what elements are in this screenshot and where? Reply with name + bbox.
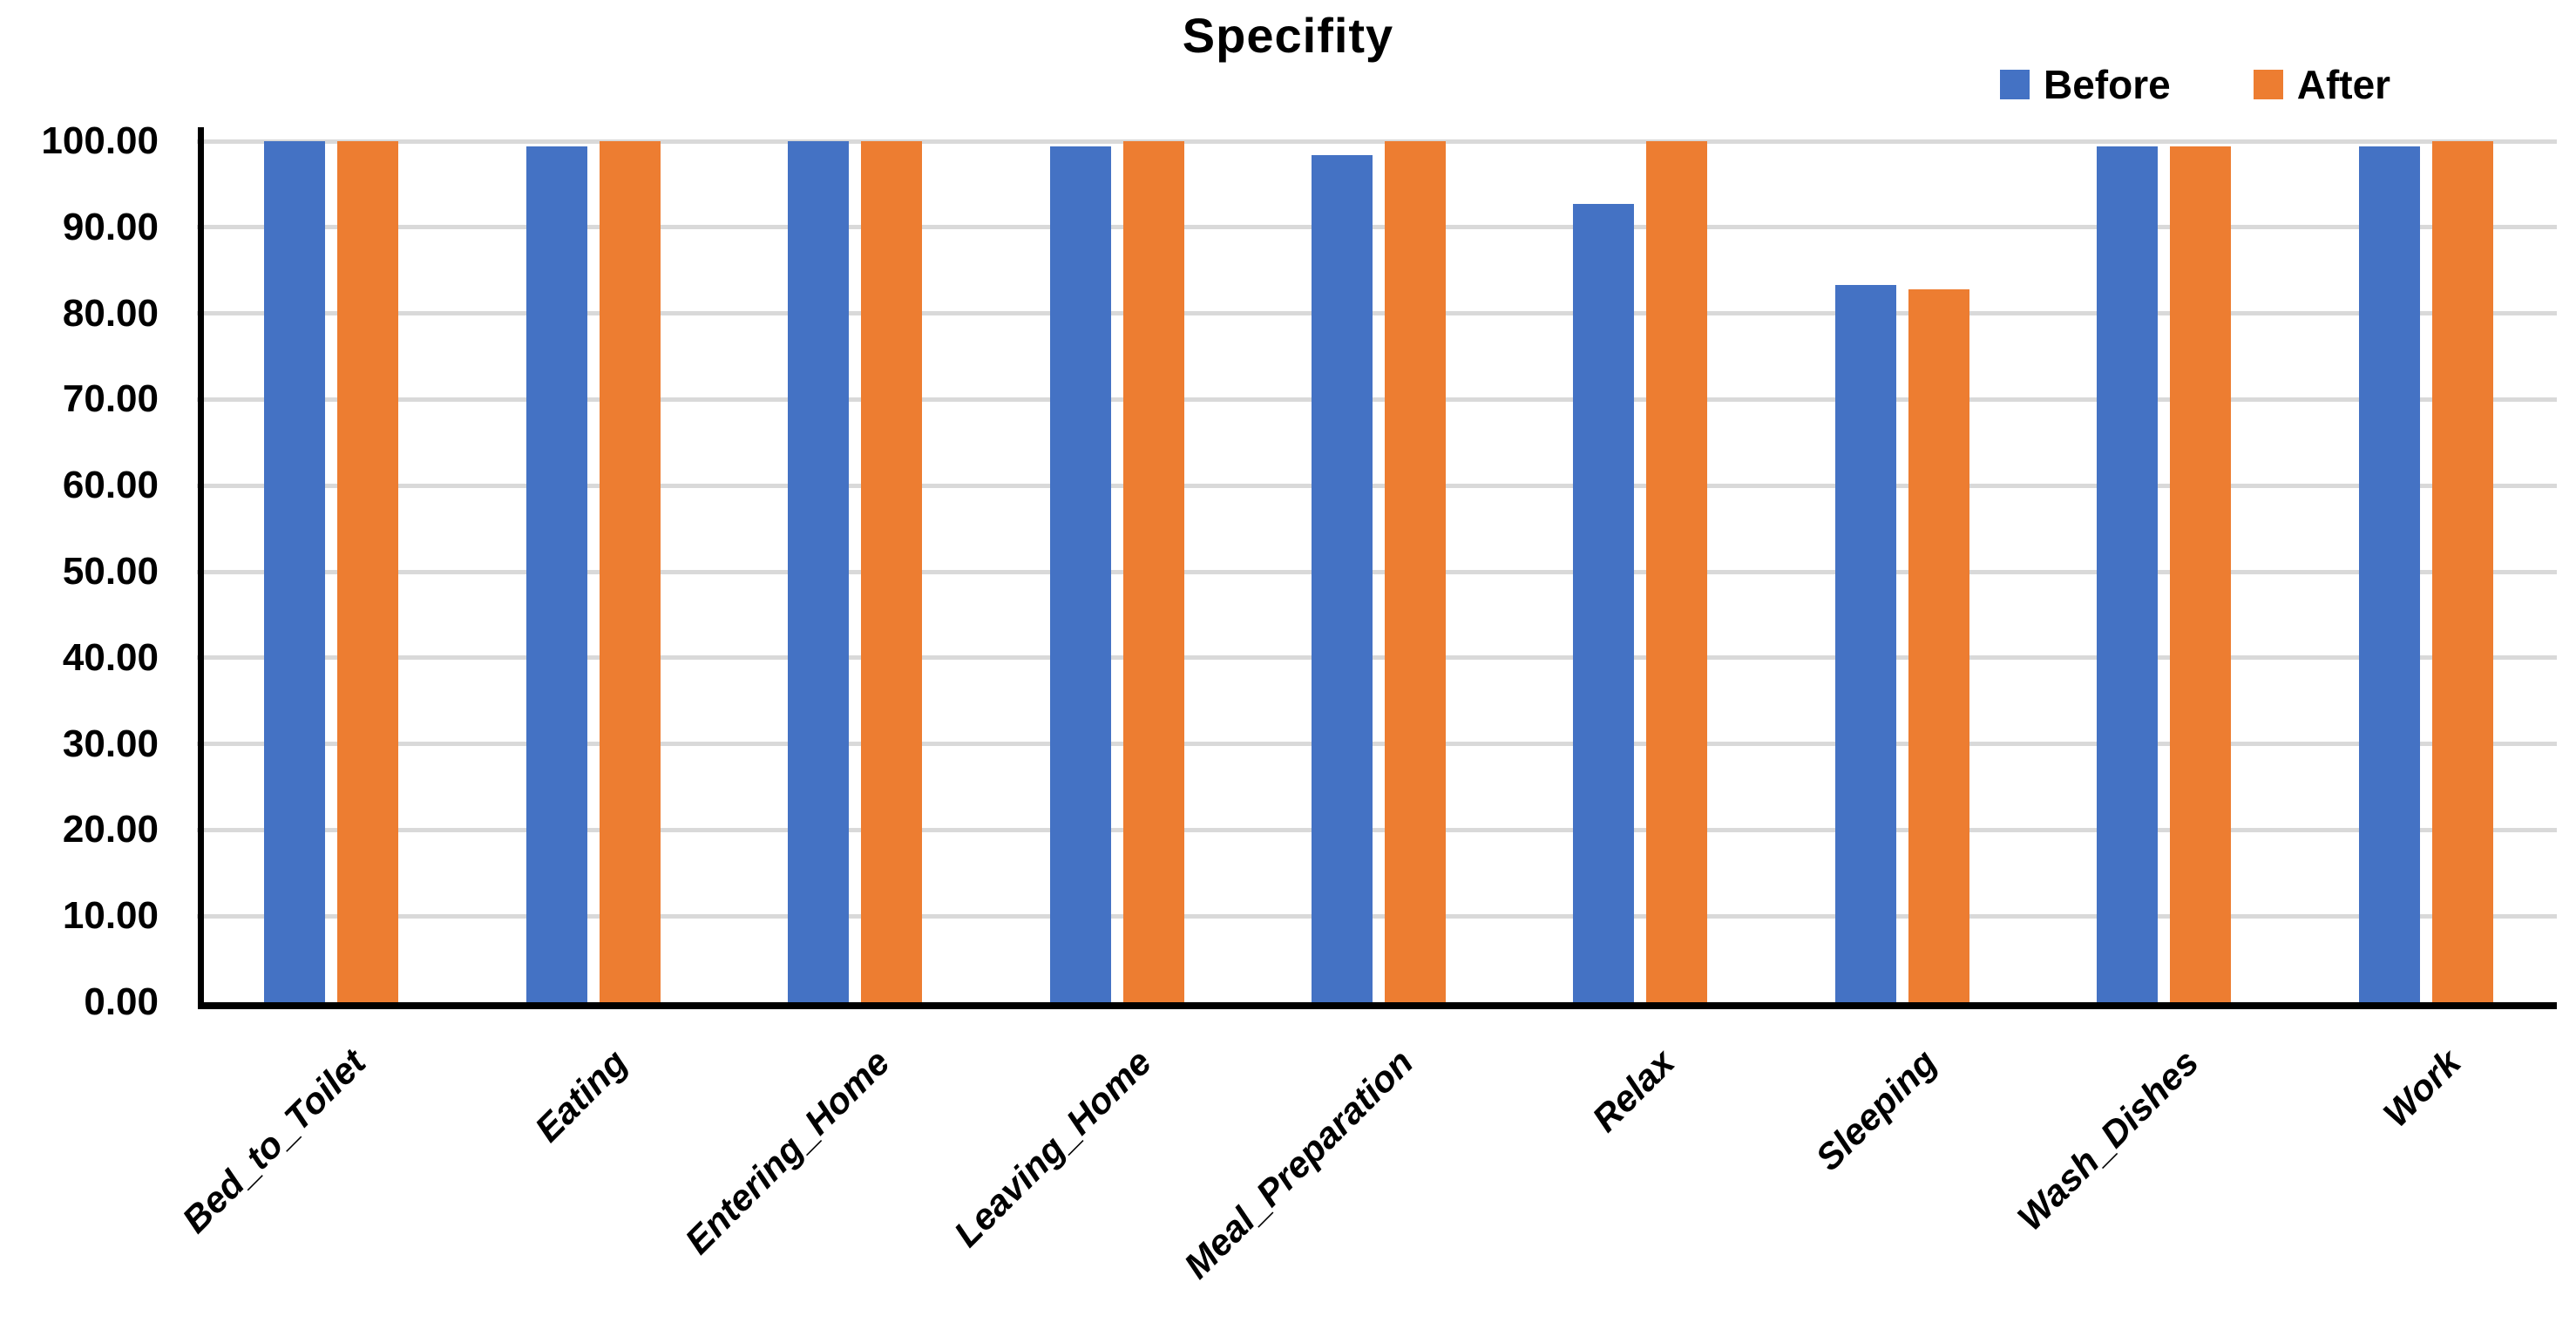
legend-item-before: Before [2000,61,2171,108]
legend-label-before: Before [2044,62,2171,107]
y-tick-label: 40.00 [62,635,159,679]
y-axis-line [198,127,204,1009]
bar-before-work [2358,146,2420,1002]
y-tick-label: 90.00 [62,205,159,248]
chart-title: Specifity [1182,8,1394,63]
x-category-label: Meal_Preparation [1176,1041,1421,1286]
y-tick-label: 70.00 [62,377,159,421]
bar-before-bed_to_toilet [264,141,326,1002]
legend-label-after: After [2296,62,2391,107]
x-category-label: Sleeping [1807,1041,1945,1179]
gridline [197,311,2557,316]
legend-swatch-before-icon [2000,70,2030,99]
x-category-label: Eating [526,1041,635,1150]
x-category-label: Leaving_Home [946,1041,1159,1255]
bar-after-entering_home [861,141,923,1002]
y-tick-label: 100.00 [41,119,159,162]
bar-after-eating [599,141,661,1002]
x-category-label: Bed_to_Toilet [173,1041,374,1241]
bar-after-work [2431,141,2493,1002]
legend-item-after: After [2253,61,2391,108]
bar-after-wash_dishes [2170,146,2232,1002]
bar-before-entering_home [788,141,850,1002]
bar-before-wash_dishes [2097,146,2159,1002]
gridline [197,225,2557,230]
gridline [197,483,2557,488]
chart-legend: Before After [2000,61,2390,108]
y-tick-label: 10.00 [62,894,159,938]
gridline [197,913,2557,919]
y-tick-label: 20.00 [62,808,159,851]
legend-swatch-after-icon [2253,70,2283,99]
bar-after-bed_to_toilet [337,141,399,1002]
bar-before-sleeping [1834,284,1896,1002]
bar-after-sleeping [1908,288,1969,1002]
bar-before-leaving_home [1049,146,1111,1002]
bar-after-relax [1646,141,1708,1002]
gridline [197,655,2557,661]
bar-before-meal_preparation [1312,154,1373,1002]
gridline [197,397,2557,402]
y-tick-label: 50.00 [62,550,159,593]
bar-before-eating [525,146,587,1002]
x-category-label: Entering_Home [676,1041,898,1262]
y-tick-label: 80.00 [62,291,159,335]
y-tick-label: 0.00 [84,980,159,1023]
x-axis-line [198,1002,2557,1009]
x-category-label: Relax [1584,1041,1683,1140]
bar-after-meal_preparation [1385,141,1446,1002]
bar-before-relax [1573,204,1635,1002]
gridline [197,139,2557,144]
gridline [197,742,2557,747]
gridline [197,827,2557,832]
x-category-label: Work [2375,1041,2469,1135]
y-tick-label: 60.00 [62,464,159,507]
y-tick-label: 30.00 [62,722,159,765]
gridline [197,569,2557,574]
bar-after-leaving_home [1122,141,1184,1002]
x-category-label: Wash_Dishes [2009,1041,2207,1238]
